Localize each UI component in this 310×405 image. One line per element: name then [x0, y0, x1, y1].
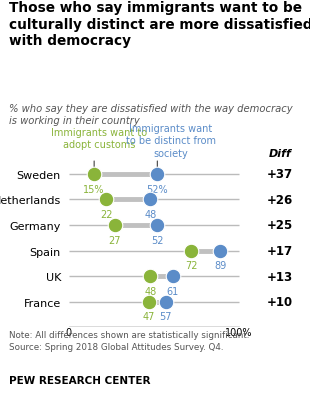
Point [104, 197, 108, 203]
Text: Immigrants want
to be distinct from
society: Immigrants want to be distinct from soci… [126, 124, 215, 158]
Text: Those who say immigrants want to be
culturally distinct are more dissatisfied
wi: Those who say immigrants want to be cult… [9, 1, 310, 48]
Text: 61: 61 [166, 286, 179, 296]
Text: +17: +17 [267, 244, 293, 258]
Text: 22: 22 [100, 210, 112, 220]
Point [163, 298, 168, 305]
Point [112, 222, 117, 229]
Text: 52%: 52% [146, 184, 168, 194]
Point [170, 273, 175, 279]
Text: 52: 52 [151, 235, 163, 245]
Text: 48: 48 [144, 210, 157, 220]
Point [189, 248, 194, 254]
Text: Note: All differences shown are statistically significant.
Source: Spring 2018 G: Note: All differences shown are statisti… [9, 330, 250, 351]
Text: % who say they are dissatisfied with the way democracy
is working in their count: % who say they are dissatisfied with the… [9, 103, 293, 126]
Point [155, 222, 160, 229]
Text: 72: 72 [185, 260, 198, 271]
Point [92, 171, 97, 178]
Text: 57: 57 [160, 311, 172, 322]
Text: +13: +13 [267, 270, 293, 283]
Text: +10: +10 [267, 295, 293, 308]
Point [148, 273, 153, 279]
Text: +26: +26 [267, 194, 293, 207]
Text: 15%: 15% [83, 184, 105, 194]
Text: 89: 89 [214, 260, 227, 271]
Text: +37: +37 [267, 168, 293, 181]
Text: 27: 27 [108, 235, 121, 245]
Text: 48: 48 [144, 286, 157, 296]
Point [148, 197, 153, 203]
Point [155, 171, 160, 178]
Point [218, 248, 223, 254]
Text: Immigrants want to
adopt customs: Immigrants want to adopt customs [51, 128, 147, 150]
Text: +25: +25 [267, 219, 293, 232]
Text: PEW RESEARCH CENTER: PEW RESEARCH CENTER [9, 375, 151, 385]
Text: Diff: Diff [268, 149, 291, 159]
Text: 47: 47 [143, 311, 155, 322]
Point [146, 298, 151, 305]
